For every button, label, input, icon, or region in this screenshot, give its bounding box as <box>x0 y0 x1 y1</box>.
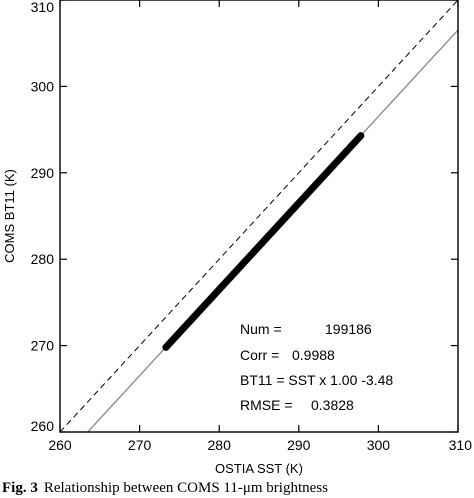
stat-rmse-label: RMSE = <box>240 397 293 413</box>
figure-caption: Fig. 3 Relationship between COMS 11-μm br… <box>2 480 472 498</box>
y-tick-label: 270 <box>31 338 55 354</box>
x-tick-label: 290 <box>287 437 311 453</box>
x-tick-label: 280 <box>208 437 232 453</box>
y-tick-label: 260 <box>31 418 55 434</box>
stat-corr-value: 0.9988 <box>292 347 335 363</box>
figure-number: Fig. 3 <box>2 480 38 496</box>
stat-corr-label: Corr = <box>240 347 279 363</box>
x-axis-label: OSTIA SST (K) <box>215 461 303 476</box>
y-tick-label: 300 <box>31 78 55 94</box>
caption-text: Relationship between COMS 11-μm brightne… <box>43 480 328 496</box>
x-tick-label: 270 <box>128 437 152 453</box>
y-tick-label: 310 <box>31 0 55 15</box>
one-to-one-line <box>60 0 458 432</box>
y-tick-label: 290 <box>31 165 55 181</box>
stats-annotation: Num = 199186 Corr = 0.9988 BT11 = SST x … <box>240 321 393 413</box>
x-tick-label: 310 <box>449 437 473 453</box>
scatter-chart: 260 270 280 290 300 310 260 270 280 290 300 310 OST… <box>2 0 473 476</box>
stat-num-value: 199186 <box>325 321 372 337</box>
x-tick-label: 300 <box>367 437 391 453</box>
plot-frame <box>59 0 459 433</box>
stat-num-label: Num = <box>240 321 282 337</box>
data-points-band <box>162 132 365 351</box>
y-tick-label: 280 <box>31 251 55 267</box>
stat-rmse-value: 0.3828 <box>311 397 354 413</box>
y-axis-label: COMS BT11 (K) <box>2 169 17 263</box>
stat-fit-equation: BT11 = SST x 1.00 -3.48 <box>240 372 393 388</box>
x-tick-label: 260 <box>48 437 72 453</box>
